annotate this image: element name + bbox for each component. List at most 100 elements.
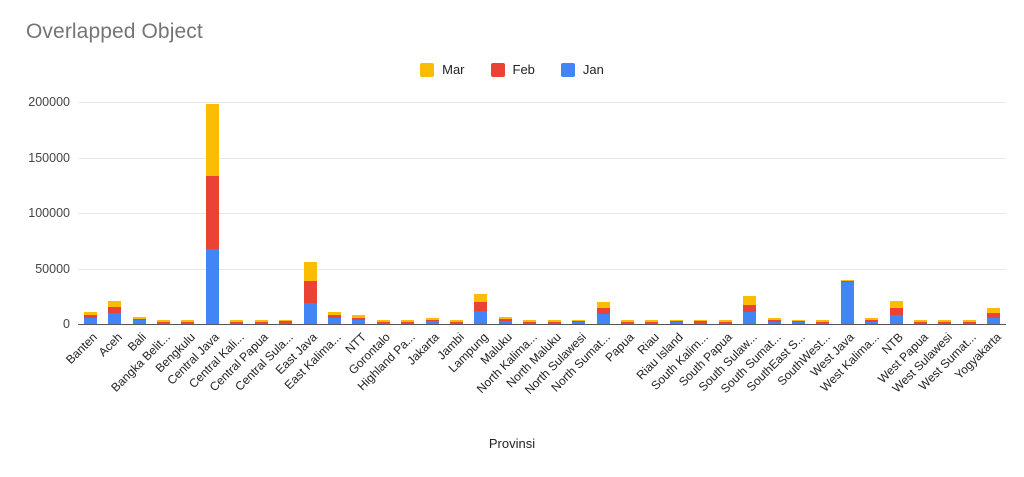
bar-segment-mar[interactable]	[840, 280, 854, 282]
bar-group[interactable]	[884, 102, 908, 324]
bar-segment-feb[interactable]	[987, 313, 1001, 318]
bar-segment-mar[interactable]	[279, 320, 293, 322]
bar-stack[interactable]	[205, 104, 219, 324]
bar-segment-mar[interactable]	[743, 296, 757, 305]
bar-segment-feb[interactable]	[962, 321, 976, 323]
bar-segment-mar[interactable]	[327, 311, 341, 316]
bar-segment-feb[interactable]	[840, 281, 854, 283]
bar-group[interactable]	[908, 102, 932, 324]
bar-segment-mar[interactable]	[987, 308, 1001, 314]
bar-group[interactable]	[811, 102, 835, 324]
bar-group[interactable]	[469, 102, 493, 324]
bar-group[interactable]	[713, 102, 737, 324]
bar-segment-mar[interactable]	[767, 318, 781, 321]
bar-segment-jan[interactable]	[352, 319, 366, 324]
bar-segment-jan[interactable]	[791, 322, 805, 324]
bar-group[interactable]	[395, 102, 419, 324]
bar-group[interactable]	[249, 102, 273, 324]
bar-segment-mar[interactable]	[938, 320, 952, 322]
bar-stack[interactable]	[572, 319, 586, 324]
bar-segment-mar[interactable]	[669, 319, 683, 321]
bar-group[interactable]	[493, 102, 517, 324]
bar-stack[interactable]	[694, 320, 708, 324]
bar-segment-jan[interactable]	[547, 322, 561, 324]
bar-segment-jan[interactable]	[376, 322, 390, 324]
bar-segment-jan[interactable]	[303, 302, 317, 324]
bar-group[interactable]	[860, 102, 884, 324]
bar-group[interactable]	[933, 102, 957, 324]
bar-group[interactable]	[542, 102, 566, 324]
bar-group[interactable]	[102, 102, 126, 324]
bar-segment-jan[interactable]	[572, 322, 586, 324]
bar-segment-jan[interactable]	[205, 248, 219, 324]
bar-segment-mar[interactable]	[303, 261, 317, 281]
bar-segment-feb[interactable]	[303, 280, 317, 303]
bar-segment-jan[interactable]	[987, 317, 1001, 324]
bar-segment-feb[interactable]	[596, 307, 610, 315]
bar-segment-jan[interactable]	[669, 322, 683, 324]
bar-segment-jan[interactable]	[840, 282, 854, 324]
bar-segment-jan[interactable]	[694, 322, 708, 324]
bar-group[interactable]	[298, 102, 322, 324]
bar-stack[interactable]	[376, 320, 390, 324]
bar-segment-mar[interactable]	[572, 319, 586, 322]
bar-segment-mar[interactable]	[450, 320, 464, 322]
bar-segment-mar[interactable]	[108, 300, 122, 308]
bar-group[interactable]	[371, 102, 395, 324]
bar-segment-jan[interactable]	[816, 322, 830, 324]
bar-group[interactable]	[176, 102, 200, 324]
bar-stack[interactable]	[816, 320, 830, 324]
bar-segment-mar[interactable]	[132, 316, 146, 319]
bar-stack[interactable]	[596, 301, 610, 324]
bar-group[interactable]	[982, 102, 1006, 324]
bar-stack[interactable]	[303, 261, 317, 324]
bar-group[interactable]	[640, 102, 664, 324]
bar-stack[interactable]	[425, 318, 439, 324]
bar-stack[interactable]	[132, 316, 146, 324]
bar-segment-feb[interactable]	[156, 321, 170, 323]
bar-segment-mar[interactable]	[254, 320, 268, 322]
bar-segment-feb[interactable]	[889, 308, 903, 316]
bar-segment-mar[interactable]	[962, 320, 976, 322]
bar-segment-feb[interactable]	[694, 321, 708, 323]
bar-segment-jan[interactable]	[962, 322, 976, 324]
bar-segment-jan[interactable]	[498, 320, 512, 324]
bar-segment-mar[interactable]	[596, 301, 610, 308]
bar-stack[interactable]	[327, 311, 341, 324]
bar-segment-jan[interactable]	[181, 322, 195, 324]
bar-segment-feb[interactable]	[205, 176, 219, 249]
bar-segment-mar[interactable]	[816, 320, 830, 322]
bar-segment-feb[interactable]	[914, 321, 928, 323]
bar-stack[interactable]	[254, 320, 268, 324]
bar-segment-feb[interactable]	[425, 319, 439, 322]
bar-stack[interactable]	[474, 294, 488, 324]
bar-segment-mar[interactable]	[376, 320, 390, 322]
bar-segment-jan[interactable]	[620, 322, 634, 324]
bar-stack[interactable]	[987, 308, 1001, 324]
bar-group[interactable]	[347, 102, 371, 324]
bar-group[interactable]	[762, 102, 786, 324]
bar-group[interactable]	[786, 102, 810, 324]
bar-segment-mar[interactable]	[620, 320, 634, 322]
bar-segment-feb[interactable]	[572, 321, 586, 323]
bar-stack[interactable]	[156, 320, 170, 324]
bar-group[interactable]	[151, 102, 175, 324]
bar-segment-jan[interactable]	[254, 322, 268, 324]
bar-group[interactable]	[689, 102, 713, 324]
bar-stack[interactable]	[83, 311, 97, 324]
bar-segment-feb[interactable]	[743, 304, 757, 313]
bar-stack[interactable]	[498, 317, 512, 324]
bar-group[interactable]	[225, 102, 249, 324]
bar-segment-mar[interactable]	[523, 320, 537, 322]
bar-segment-feb[interactable]	[645, 321, 659, 323]
bar-segment-jan[interactable]	[132, 320, 146, 324]
bar-segment-feb[interactable]	[791, 321, 805, 323]
bar-stack[interactable]	[230, 320, 244, 324]
bar-segment-feb[interactable]	[352, 317, 366, 320]
bar-group[interactable]	[78, 102, 102, 324]
bar-stack[interactable]	[865, 317, 879, 324]
bar-group[interactable]	[127, 102, 151, 324]
bar-segment-feb[interactable]	[108, 307, 122, 314]
bar-segment-jan[interactable]	[743, 312, 757, 324]
bar-stack[interactable]	[743, 296, 757, 324]
